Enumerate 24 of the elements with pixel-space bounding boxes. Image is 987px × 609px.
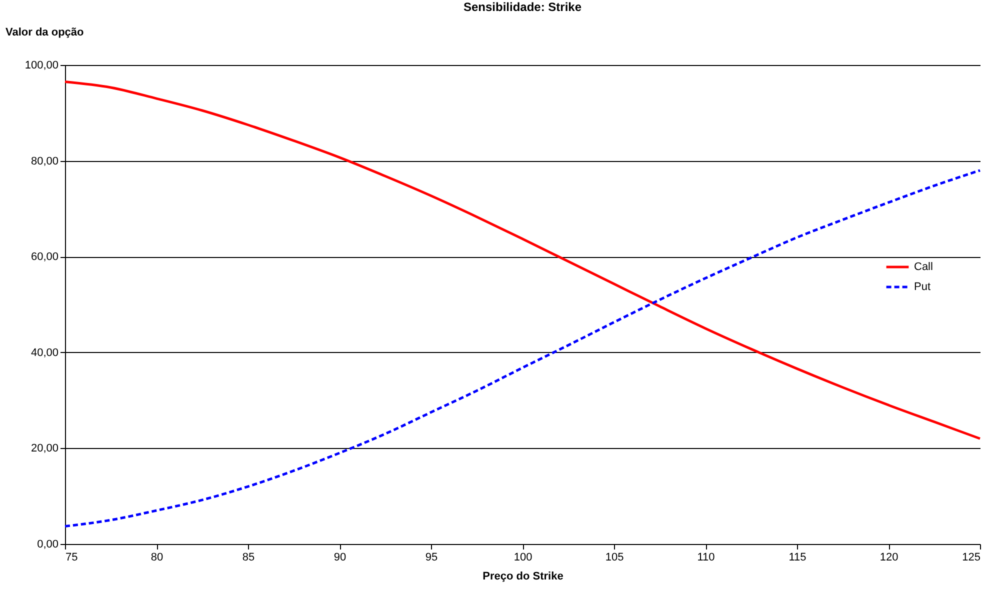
x-tick-label: 75 [66, 552, 78, 564]
y-tick-label: 20,00 [30, 442, 58, 455]
x-tick-label: 90 [334, 552, 346, 564]
x-tick-label: 105 [605, 552, 624, 564]
y-tick-label: 60,00 [30, 251, 58, 264]
x-tick-label: 100 [514, 552, 532, 564]
y-tick-label: 100,00 [24, 60, 58, 72]
y-tick-label: 40,00 [30, 346, 58, 359]
x-tick-label: 110 [697, 552, 715, 564]
legend-label: Call [914, 261, 933, 273]
chart-title: Sensibilidade: Strike [463, 0, 582, 14]
x-tick-label: 115 [788, 552, 806, 564]
y-tick-label: 80,00 [30, 155, 58, 168]
x-tick-label: 120 [880, 552, 898, 564]
y-axis-title: Valor da opção [6, 26, 84, 38]
line-series [64, 169, 982, 528]
legend-label: Put [914, 281, 931, 293]
x-tick-label: 95 [425, 552, 438, 564]
x-axis-title: Preço do Strike [482, 570, 564, 582]
y-tick-label: 0,00 [37, 538, 58, 550]
x-tick-label: 125 [962, 552, 980, 564]
x-tick-label: 85 [242, 552, 255, 564]
line-series [64, 80, 982, 440]
x-tick-label: 80 [150, 552, 164, 564]
